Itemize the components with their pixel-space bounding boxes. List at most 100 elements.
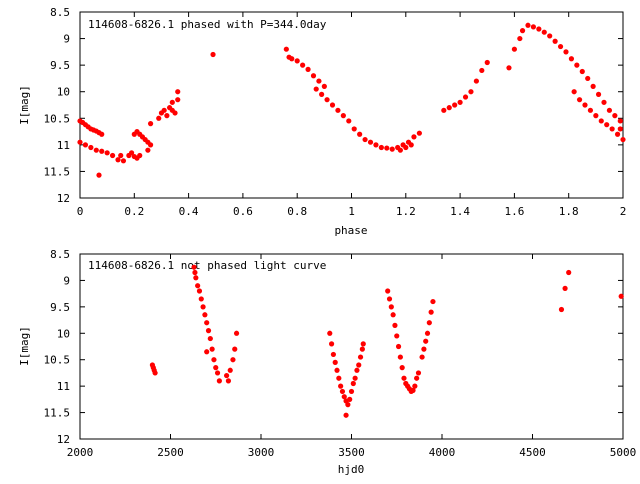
data-point: [399, 365, 405, 371]
data-point: [300, 62, 306, 68]
data-point: [462, 94, 469, 100]
data-point: [216, 378, 222, 384]
phased-light-curve-panel: 114608-6826.1 phased with P=344.0day pha…: [18, 6, 626, 237]
data-point: [423, 338, 429, 344]
data-point: [204, 320, 210, 326]
x-tick-label: 1.2: [396, 205, 416, 218]
data-point: [225, 378, 232, 384]
data-point: [394, 333, 400, 339]
data-point: [609, 126, 615, 132]
data-point: [193, 275, 199, 281]
y-tick-label: 10.5: [44, 112, 71, 125]
data-point: [541, 29, 547, 35]
data-point: [563, 49, 569, 55]
data-point: [517, 35, 523, 42]
data-point: [617, 126, 623, 132]
unphased-light-curve-panel: 114608-6826.1 not phased light curve hjd…: [18, 248, 636, 476]
data-point: [519, 28, 526, 34]
data-point: [339, 388, 346, 395]
data-point: [210, 51, 216, 58]
data-point: [579, 68, 585, 75]
data-point: [484, 59, 490, 66]
data-point: [316, 78, 322, 84]
y-tick-label: 9: [63, 274, 70, 287]
data-point: [441, 107, 447, 113]
data-point: [367, 139, 374, 145]
data-point: [99, 148, 105, 154]
axis-ticks: 2000 2500 3000 3500 4000 4500 5000 8.5 9 9.5 10 10.…: [44, 248, 637, 459]
data-point: [305, 66, 311, 72]
data-point: [341, 394, 347, 400]
data-point: [204, 349, 210, 355]
data-point: [207, 335, 213, 342]
data-point: [118, 152, 124, 159]
data-point: [571, 89, 577, 95]
data-point: [617, 118, 623, 124]
data-point: [351, 126, 357, 132]
data-point: [330, 351, 336, 358]
data-point: [310, 73, 317, 79]
plot-frame: [79, 253, 624, 440]
y-axis-label: I[mag]: [18, 326, 31, 366]
y-tick-label: 11.5: [44, 407, 71, 420]
data-point: [294, 58, 300, 64]
data-point: [479, 67, 485, 74]
data-point: [82, 142, 89, 148]
data-point: [152, 370, 158, 376]
data-point: [360, 341, 366, 347]
data-point: [313, 86, 319, 92]
data-point: [345, 402, 351, 408]
data-point: [590, 83, 596, 89]
data-point: [419, 354, 425, 360]
data-point: [352, 375, 358, 381]
data-point: [115, 157, 121, 163]
data-point: [446, 105, 452, 111]
data-point: [618, 293, 624, 299]
data-point: [378, 144, 384, 151]
data-point: [147, 142, 154, 148]
data-point: [343, 412, 349, 418]
data-point: [430, 298, 436, 305]
data-point: [109, 152, 116, 159]
data-point: [421, 346, 427, 352]
data-point: [321, 83, 327, 89]
data-point: [354, 367, 360, 373]
data-point: [191, 264, 197, 270]
data-point: [200, 304, 206, 310]
data-point: [415, 370, 422, 376]
data-point: [192, 269, 198, 276]
data-point: [347, 396, 353, 402]
data-point: [202, 312, 208, 318]
data-point: [104, 150, 110, 156]
y-tick-label: 12: [57, 192, 70, 205]
data-point: [595, 91, 602, 97]
data-point: [230, 357, 236, 363]
data-point: [289, 56, 295, 62]
y-tick-label: 12: [57, 433, 70, 446]
x-tick-label: 3500: [338, 446, 365, 459]
data-point: [547, 33, 553, 39]
data-point: [582, 102, 588, 108]
data-point: [576, 97, 583, 103]
data-point: [147, 121, 154, 127]
data-point: [410, 387, 416, 393]
data-point: [348, 388, 355, 395]
data-point: [340, 113, 346, 119]
data-point: [145, 147, 151, 153]
x-tick-label: 2: [620, 205, 627, 218]
data-point: [414, 375, 420, 381]
data-point: [175, 97, 181, 103]
data-point: [530, 24, 537, 30]
x-tick-label: 0.6: [233, 205, 253, 218]
data-point: [172, 110, 178, 116]
data-point: [620, 136, 626, 143]
data-point: [198, 296, 204, 302]
data-point: [562, 285, 568, 291]
data-point: [214, 370, 221, 376]
data-point: [574, 62, 580, 68]
y-tick-label: 9.5: [50, 301, 70, 314]
data-point: [233, 330, 240, 336]
x-tick-label: 4000: [429, 446, 456, 459]
y-tick-label: 11: [57, 139, 70, 152]
data-point: [319, 91, 325, 97]
